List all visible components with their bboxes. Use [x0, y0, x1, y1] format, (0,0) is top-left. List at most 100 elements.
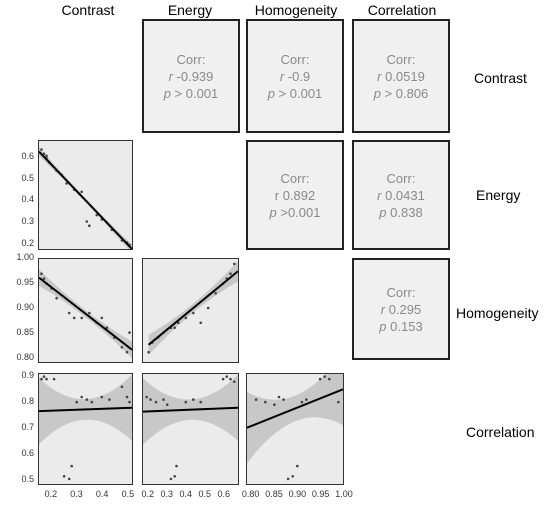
- scatter-panel-energy-correlation: [142, 373, 239, 485]
- data-point: [95, 213, 99, 217]
- data-point: [62, 475, 66, 478]
- data-point: [177, 321, 180, 325]
- data-point: [90, 400, 94, 404]
- data-point: [184, 400, 188, 404]
- data-point: [65, 182, 68, 185]
- corr-title: Corr:: [386, 51, 416, 67]
- confidence-band: [247, 374, 343, 464]
- y-tick-label: 0.6: [21, 151, 34, 162]
- x-tick-label: 0.6: [217, 489, 231, 499]
- corr-p-value: > 0.001: [174, 85, 219, 101]
- data-point: [85, 398, 89, 401]
- data-point: [300, 400, 304, 404]
- y-tick-label: 0.4: [21, 194, 34, 205]
- corr-r-value: -0.9: [287, 68, 311, 84]
- data-point: [233, 380, 236, 383]
- column-header-homogeneity: Homogeneity: [254, 2, 338, 18]
- scatter-panel-contrast-correlation: [38, 373, 133, 485]
- row-label-homogeneity: Homogeneity: [456, 305, 539, 321]
- data-point: [45, 154, 48, 158]
- data-point: [277, 395, 281, 399]
- data-point: [229, 377, 232, 381]
- y-tick-label: 0.95: [16, 277, 34, 287]
- data-point: [75, 400, 78, 404]
- y-tick-label: 0.3: [21, 215, 34, 226]
- corr-r-prefix: r: [377, 68, 386, 84]
- regression-line: [39, 406, 132, 413]
- corr-p-prefix: p: [163, 85, 175, 101]
- regression-line: [247, 388, 343, 429]
- corr-r-prefix: r: [380, 301, 389, 317]
- data-point: [125, 350, 129, 354]
- x-tick-label: 0.2: [44, 489, 58, 499]
- data-point: [173, 475, 176, 478]
- y-tick-label: 0.2: [21, 237, 34, 248]
- x-tick-label: 0.4: [179, 489, 192, 499]
- corr-r-value: -0.939: [176, 68, 214, 84]
- data-point: [40, 377, 43, 381]
- data-point: [175, 464, 178, 468]
- x-tick-label: 0.4: [95, 489, 109, 499]
- data-point: [108, 398, 111, 401]
- data-point: [42, 277, 46, 280]
- data-point: [80, 395, 83, 399]
- data-point: [120, 346, 124, 349]
- data-point: [70, 464, 73, 468]
- scatter-panel-contrast-homogeneity: [38, 258, 133, 363]
- corr-p-value: 0.838: [390, 204, 423, 220]
- y-tick-label: 0.90: [16, 302, 34, 312]
- corr-p-value: > 0.001: [278, 85, 323, 101]
- data-point: [169, 477, 173, 481]
- scatter-panel-contrast-energy: [38, 140, 133, 250]
- data-point: [42, 375, 46, 378]
- data-point: [273, 403, 276, 406]
- data-point: [120, 385, 124, 389]
- x-tick-label: 0.80: [241, 489, 260, 499]
- x-tick-label: 1.00: [335, 489, 353, 499]
- corr-r-value: 0.295: [388, 301, 422, 317]
- data-point: [165, 403, 169, 406]
- column-header-contrast: Contrast: [61, 2, 115, 18]
- scatter-panel-energy-homogeneity: [142, 258, 239, 363]
- corr-title: Corr:: [280, 170, 310, 186]
- y-tick-label: 0.5: [21, 473, 34, 484]
- data-point: [229, 272, 232, 275]
- data-point: [40, 272, 43, 275]
- regression-line: [143, 406, 238, 413]
- scatter-plot-svg: [247, 374, 343, 481]
- data-point: [52, 377, 56, 381]
- corr-title: Corr:: [386, 170, 416, 186]
- row-label-correlation: Correlation: [466, 424, 535, 440]
- corr-title: Corr:: [386, 284, 416, 300]
- corr-p-prefix: p: [379, 204, 391, 220]
- scatter-plot-svg: [147, 261, 238, 356]
- y-tick-label: 1.00: [16, 252, 34, 262]
- x-tick-label: 0.3: [160, 489, 173, 499]
- corr-r-prefix: r: [168, 68, 177, 84]
- scatter-plot-svg: [39, 374, 132, 481]
- data-point: [305, 398, 308, 401]
- scatter-plot-svg: [39, 269, 132, 358]
- y-tick-label: 0.9: [21, 369, 34, 380]
- data-point: [206, 306, 210, 310]
- data-point: [254, 398, 258, 401]
- data-point: [221, 377, 225, 381]
- data-point: [162, 398, 165, 401]
- data-point: [67, 311, 71, 315]
- data-point: [173, 326, 176, 329]
- data-point: [88, 224, 91, 227]
- data-point: [199, 321, 202, 325]
- y-tick-label: 0.6: [21, 447, 34, 458]
- data-point: [67, 477, 71, 481]
- data-point: [100, 316, 104, 320]
- data-point: [323, 375, 326, 378]
- corr-p-prefix: p: [373, 85, 385, 101]
- data-point: [125, 395, 129, 399]
- corr-box-contrast-correlation: Corr: r 0.0519 p > 0.806: [352, 19, 450, 133]
- data-point: [145, 395, 148, 399]
- data-point: [192, 311, 195, 315]
- y-tick-label: 0.8: [21, 395, 34, 406]
- data-point: [291, 475, 294, 478]
- corr-box-contrast-energy: Corr: r -0.939 p > 0.001: [142, 19, 240, 133]
- data-point: [147, 350, 150, 354]
